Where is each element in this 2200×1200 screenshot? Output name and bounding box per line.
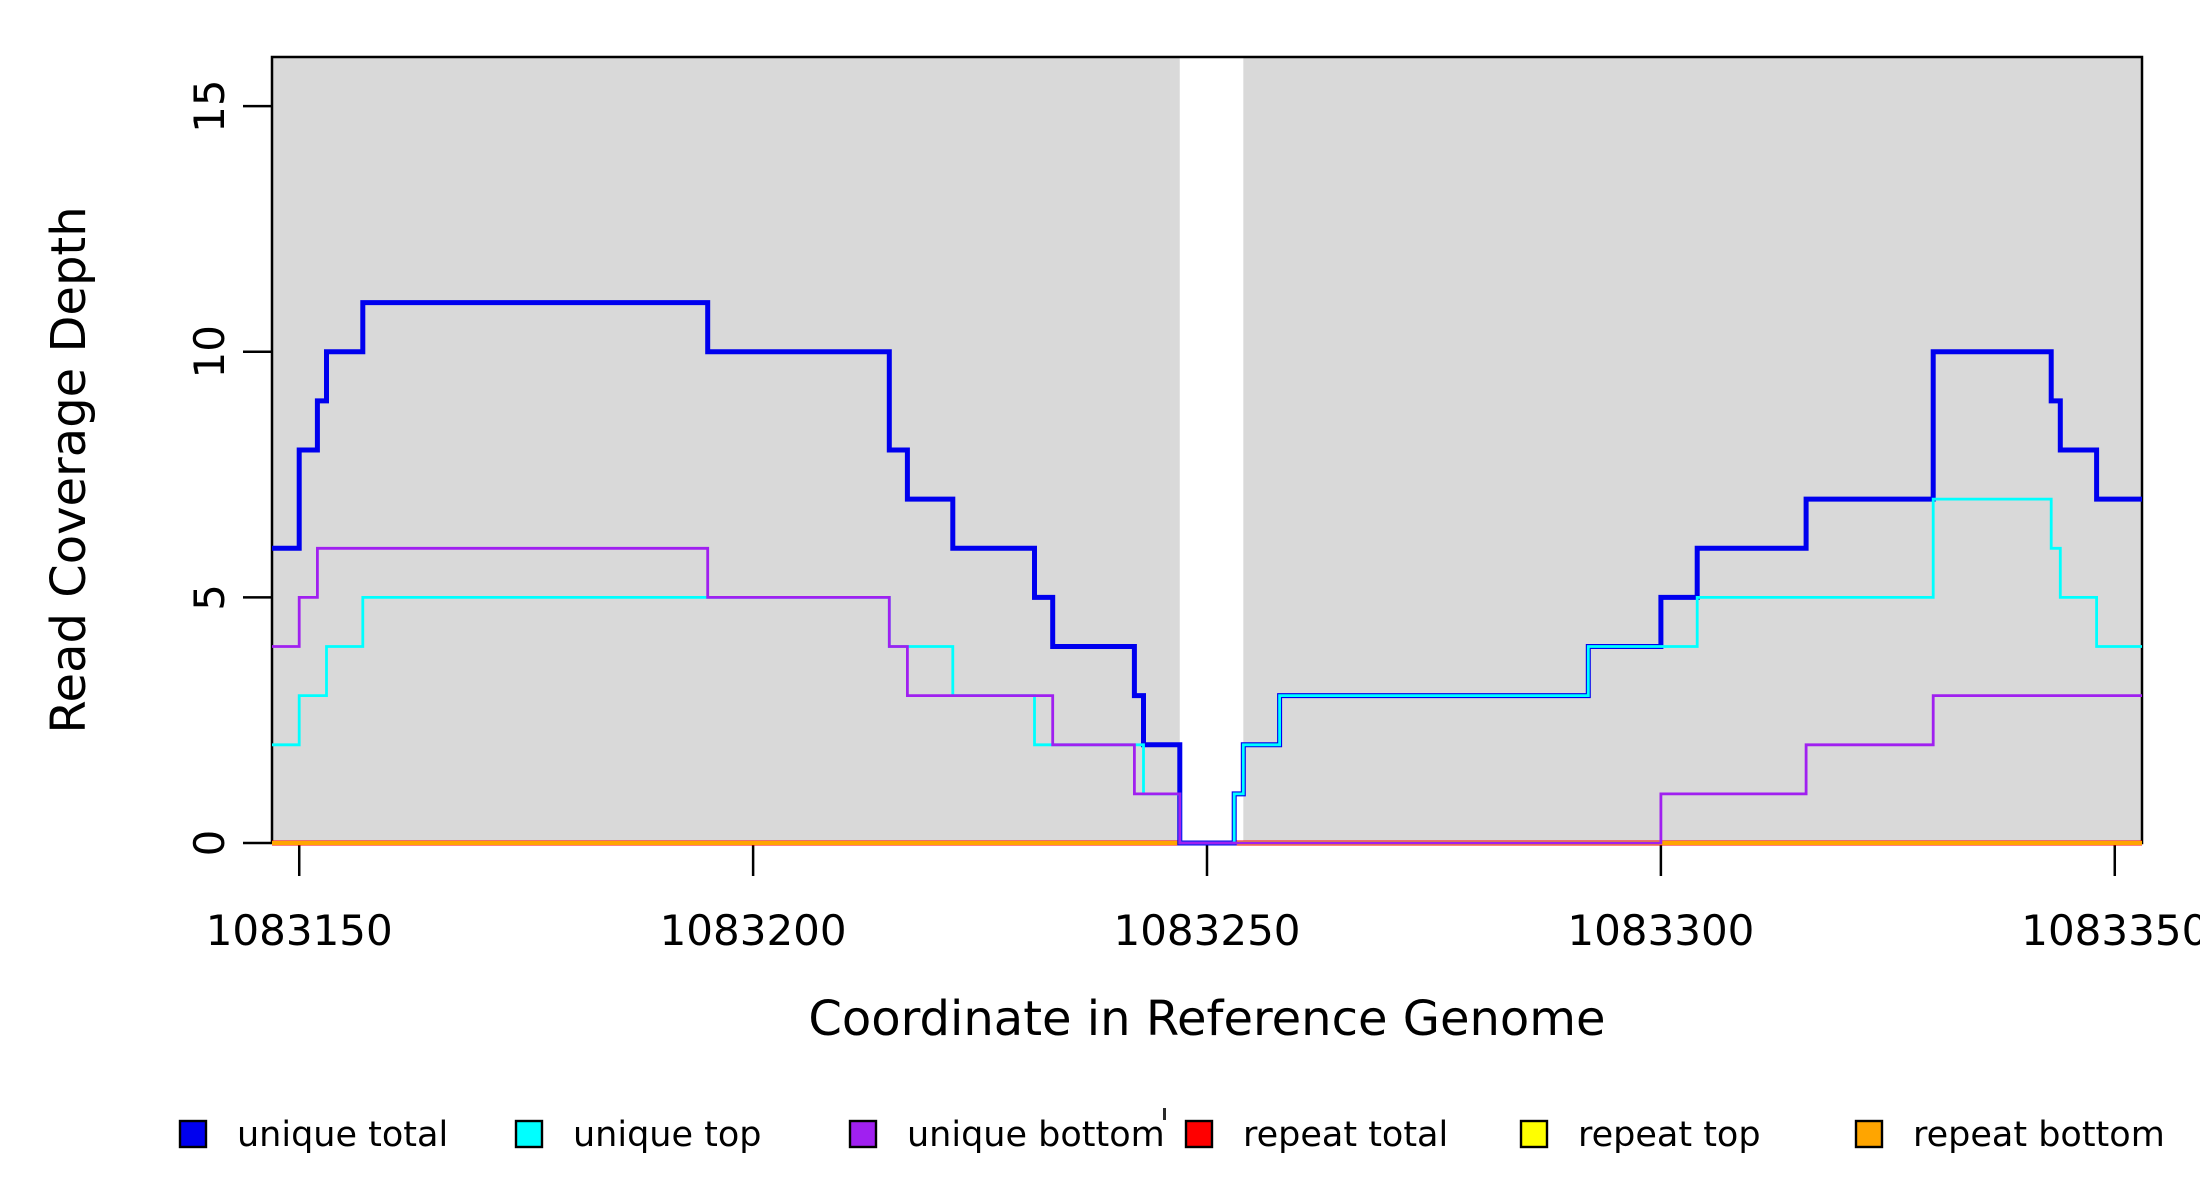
panel-background-layer bbox=[272, 57, 2142, 843]
legend-swatch-unique-bottom bbox=[848, 1119, 878, 1149]
legend-swatch-repeat-top bbox=[1519, 1119, 1549, 1149]
legend-swatch-unique-total bbox=[178, 1119, 208, 1149]
legend-swatch-unique-top bbox=[514, 1119, 544, 1149]
panel-gray-band-0 bbox=[272, 57, 1180, 843]
legend-label-repeat-total: repeat total bbox=[1243, 1115, 1448, 1155]
legend-item-unique-bottom: unique bottom bbox=[848, 1115, 1165, 1155]
legend-label-repeat-top: repeat top bbox=[1578, 1115, 1761, 1155]
x-tick-label: 1083150 bbox=[206, 906, 393, 955]
legend-swatch-repeat-bottom bbox=[1854, 1119, 1884, 1149]
series-line-unique-bottom bbox=[272, 546, 2142, 845]
series-line-unique-top bbox=[272, 497, 2142, 845]
legend-item-repeat-top: repeat top bbox=[1519, 1115, 1761, 1155]
series-line-unique-total bbox=[272, 300, 2142, 846]
y-tick-label: 0 bbox=[185, 830, 234, 857]
x-tick-label: 1083200 bbox=[660, 906, 847, 955]
series-lines-layer bbox=[272, 300, 2142, 846]
x-tick-label: 1083350 bbox=[2021, 906, 2200, 955]
stray-tick-artifact bbox=[1163, 1108, 1166, 1120]
x-tick-label: 1083300 bbox=[1567, 906, 1754, 955]
y-axis-title: Read Coverage Depth bbox=[41, 206, 97, 733]
legend-label-repeat-bottom: repeat bottom bbox=[1913, 1115, 2165, 1155]
legend-item-unique-total: unique total bbox=[178, 1115, 448, 1155]
legend-item-repeat-bottom: repeat bottom bbox=[1854, 1115, 2165, 1155]
y-tick-label: 10 bbox=[185, 325, 234, 378]
legend-swatch-repeat-total bbox=[1184, 1119, 1214, 1149]
legend-label-unique-top: unique top bbox=[573, 1115, 762, 1155]
legend-label-unique-total: unique total bbox=[237, 1115, 448, 1155]
legend-label-unique-bottom: unique bottom bbox=[907, 1115, 1165, 1155]
x-axis-title: Coordinate in Reference Genome bbox=[808, 991, 1605, 1047]
legend-item-repeat-total: repeat total bbox=[1184, 1115, 1448, 1155]
y-tick-label: 5 bbox=[185, 584, 234, 611]
x-tick-label: 1083250 bbox=[1113, 906, 1300, 955]
legend: unique total unique top unique bottom repea… bbox=[178, 1115, 2165, 1155]
panel-gray-band-1 bbox=[1243, 57, 2142, 843]
legend-item-unique-top: unique top bbox=[514, 1115, 762, 1155]
axis-ticks-layer bbox=[243, 104, 2117, 876]
y-tick-label: 15 bbox=[185, 79, 234, 132]
axis-tick-labels-layer: 1083150 1083200 1083250 1083300 1083350 0 5 10 1… bbox=[185, 79, 2200, 955]
